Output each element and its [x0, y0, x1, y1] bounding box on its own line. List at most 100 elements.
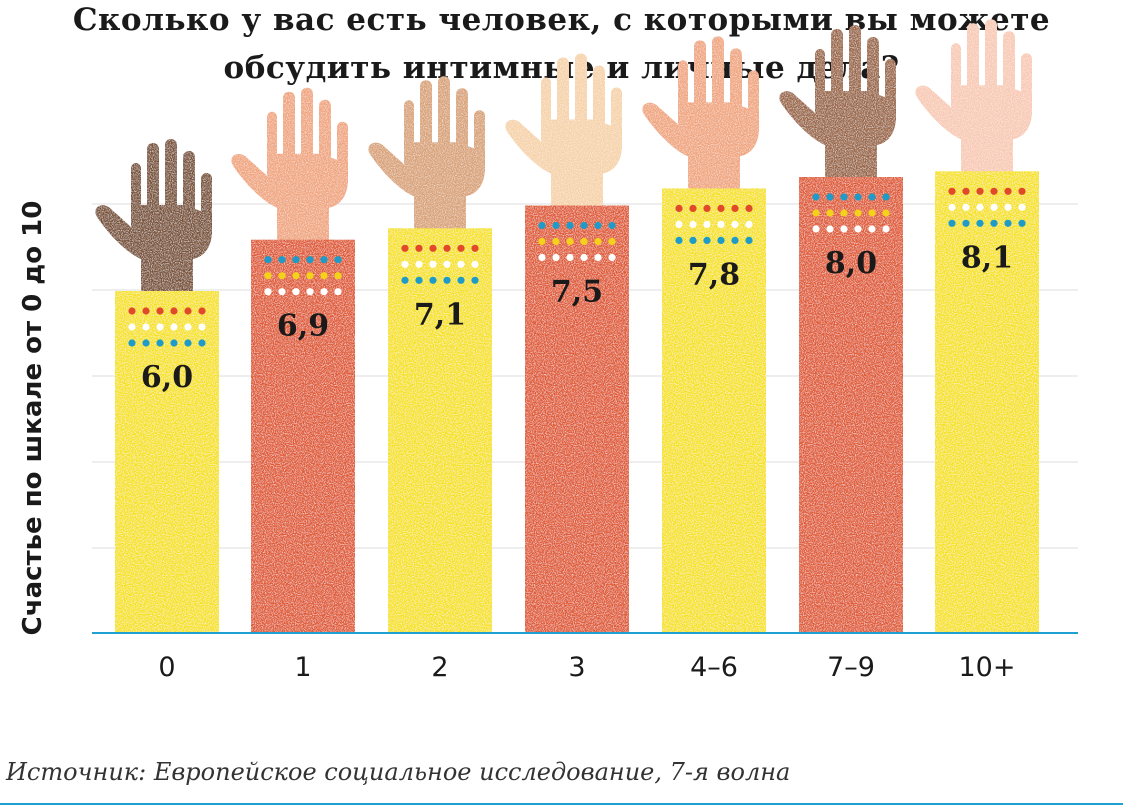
value-label: 7,8 [688, 257, 740, 292]
bar-group-4–6: 7,8 [642, 36, 766, 633]
bead-dot [868, 225, 876, 233]
bead-dot [882, 193, 890, 201]
bead-dot [840, 209, 848, 217]
bead-dot [1004, 219, 1012, 227]
bar [799, 177, 903, 633]
x-tick-label: 10+ [959, 652, 1016, 683]
value-label: 8,1 [961, 240, 1013, 275]
hand-icon [915, 19, 1032, 178]
bead-dot [156, 307, 164, 315]
bead-dot [990, 203, 998, 211]
hand-icon [231, 87, 348, 246]
bead-dot [703, 204, 711, 212]
bead-dot [882, 209, 890, 217]
bead-dot [184, 323, 192, 331]
bead-dot [552, 221, 560, 230]
value-label: 8,0 [825, 246, 877, 281]
bead-dot [306, 256, 314, 264]
bead-dot [976, 187, 984, 195]
bead-dot [415, 260, 423, 268]
bar [251, 239, 355, 633]
bead-dot [580, 237, 588, 246]
bead-dot [745, 220, 753, 228]
bars: 6,0 6,9 7,1 7,5 7,8 8,0 8,1 [95, 19, 1039, 634]
bead-dot [566, 221, 574, 230]
bead-dot [415, 276, 423, 284]
bead-dot [401, 260, 409, 268]
bead-dot [292, 256, 300, 264]
bead-dot [278, 288, 286, 296]
bead-dot [415, 244, 423, 252]
bead-dot [948, 203, 956, 211]
bead-dot [812, 193, 820, 201]
bead-dot [538, 221, 546, 230]
value-label: 7,5 [551, 275, 603, 310]
bead-dot [156, 339, 164, 347]
bead-dot [976, 219, 984, 227]
bead-dot [731, 204, 739, 212]
bead-dot [675, 236, 683, 244]
bead-dot [990, 187, 998, 195]
hand-icon [642, 36, 759, 195]
bar-group-0: 6,0 [95, 139, 219, 633]
bead-dot [457, 260, 465, 268]
bead-dot [976, 203, 984, 211]
x-tick-label: 3 [568, 652, 585, 683]
bead-dot [703, 220, 711, 228]
bead-dot [962, 187, 970, 195]
bead-dot [334, 288, 342, 296]
bar-group-10+: 8,1 [915, 19, 1039, 634]
x-tick-label: 0 [158, 652, 175, 683]
bead-dot [198, 307, 206, 315]
bead-dot [292, 288, 300, 296]
bead-dot [566, 253, 574, 262]
bead-dot [608, 237, 616, 246]
bead-dot [184, 339, 192, 347]
bead-dot [264, 256, 272, 264]
bead-dot [826, 209, 834, 217]
bead-dot [731, 220, 739, 228]
bead-dot [128, 307, 136, 315]
source-note: Источник: Европейское социальное исследо… [6, 758, 791, 786]
x-tick-labels: 0 1 2 3 4–6 7–9 10+ [158, 652, 1015, 683]
bead-dot [142, 339, 150, 347]
bead-dot [731, 236, 739, 244]
bead-dot [429, 260, 437, 268]
bead-dot [1018, 203, 1026, 211]
bead-dot [826, 193, 834, 201]
bead-dot [826, 225, 834, 233]
bead-dot [278, 272, 286, 280]
bead-dot [703, 236, 711, 244]
bar [388, 228, 492, 634]
bead-dot [948, 187, 956, 195]
bead-dot [538, 237, 546, 246]
bead-dot [948, 219, 956, 227]
bead-dot [854, 209, 862, 217]
bar [935, 171, 1039, 634]
x-tick-label: 2 [431, 652, 448, 683]
bead-dot [594, 237, 602, 246]
bead-dot [538, 253, 546, 262]
bead-dot [594, 221, 602, 230]
bead-dot [717, 236, 725, 244]
bead-dot [170, 339, 178, 347]
x-tick-label: 4–6 [690, 652, 738, 683]
bead-dot [401, 276, 409, 284]
bead-dot [868, 209, 876, 217]
bead-dot [401, 244, 409, 252]
bead-dot [142, 323, 150, 331]
bead-dot [552, 237, 560, 246]
bead-dot [854, 193, 862, 201]
bead-dot [689, 220, 697, 228]
bead-dot [745, 204, 753, 212]
bead-dot [840, 193, 848, 201]
bead-dot [868, 193, 876, 201]
bead-dot [675, 204, 683, 212]
bead-dot [471, 260, 479, 268]
bead-dot [443, 244, 451, 252]
bead-dot [334, 272, 342, 280]
bead-dot [198, 323, 206, 331]
bead-dot [264, 288, 272, 296]
bead-dot [471, 276, 479, 284]
